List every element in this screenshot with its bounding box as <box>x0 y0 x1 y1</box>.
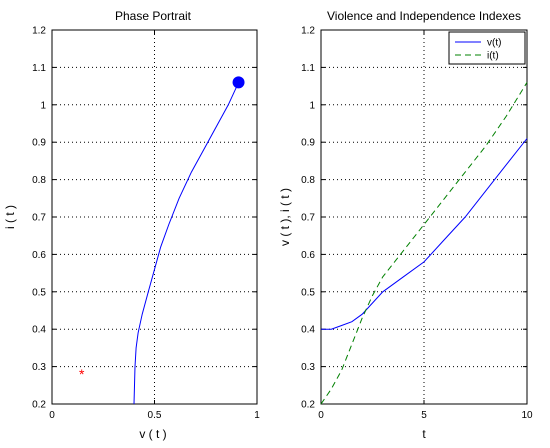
phase-portrait-title: Phase Portrait <box>115 9 192 23</box>
x-tick-label: 0 <box>318 410 324 421</box>
y-tick-label: 0.2 <box>301 400 315 411</box>
indexes-y-label: v ( t ), i ( t ) <box>278 188 292 246</box>
legend: v(t) i(t) <box>448 31 526 65</box>
y-tick-label: 0.9 <box>301 138 315 149</box>
y-tick-label: 1.1 <box>301 63 315 74</box>
legend-box <box>448 31 526 65</box>
y-tick-label: 1 <box>40 100 46 111</box>
y-tick-label: 1.1 <box>32 63 46 74</box>
phase-portrait-y-label: i ( t ) <box>3 205 17 229</box>
indexes-x-label: t <box>422 427 426 441</box>
x-tick-label: 1 <box>254 410 260 421</box>
series-line <box>133 82 240 405</box>
indexes-panel: Violence and Independence Indexes 0 5 10 0.… <box>278 9 533 441</box>
y-tick-label: 0.7 <box>301 213 315 224</box>
phase-portrait-panel: Phase Portrait 0 0.5 1 0.2 0.3 0.4 0.5 0.6 0.7 0.… <box>3 9 260 441</box>
y-tick-label: 0.3 <box>32 362 46 373</box>
marker-layer: * <box>79 76 245 382</box>
y-tick-label: 0.5 <box>32 287 46 298</box>
y-tick-label: 0.9 <box>32 138 46 149</box>
y-tick-label: 0.4 <box>32 325 46 336</box>
phase-portrait-x-label: v ( t ) <box>139 427 166 441</box>
y-tick-label: 0.8 <box>32 175 46 186</box>
indexes-title: Violence and Independence Indexes <box>327 9 521 23</box>
series-layer <box>133 82 240 405</box>
y-tick-label: 0.2 <box>32 400 46 411</box>
y-tick-label: 0.3 <box>301 362 315 373</box>
x-tick-label: 5 <box>421 410 427 421</box>
y-tick-label: 0.7 <box>32 213 46 224</box>
x-tick-label: 0.5 <box>148 410 162 421</box>
y-tick-label: 1.2 <box>32 26 46 37</box>
legend-label: i(t) <box>487 51 499 62</box>
legend-label: v(t) <box>487 38 501 49</box>
y-tick-label: 1 <box>309 100 315 111</box>
y-tick-label: 0.4 <box>301 325 315 336</box>
series-line-vt <box>321 138 528 330</box>
y-tick-label: 0.5 <box>301 287 315 298</box>
series-line-it <box>320 82 528 405</box>
x-tick-label: 0 <box>49 410 55 421</box>
star-marker: * <box>79 366 85 382</box>
y-tick-label: 0.8 <box>301 175 315 186</box>
y-tick-label: 1.2 <box>301 26 315 37</box>
y-tick-label: 0.6 <box>301 250 315 261</box>
series-layer <box>320 82 528 405</box>
axis-ticks: 0 0.5 1 0.2 0.3 0.4 0.5 0.6 0.7 0.8 0.9 1 1.1 1.2 <box>32 26 260 422</box>
x-tick-label: 10 <box>521 410 533 421</box>
endpoint-marker <box>232 76 245 89</box>
y-tick-label: 0.6 <box>32 250 46 261</box>
